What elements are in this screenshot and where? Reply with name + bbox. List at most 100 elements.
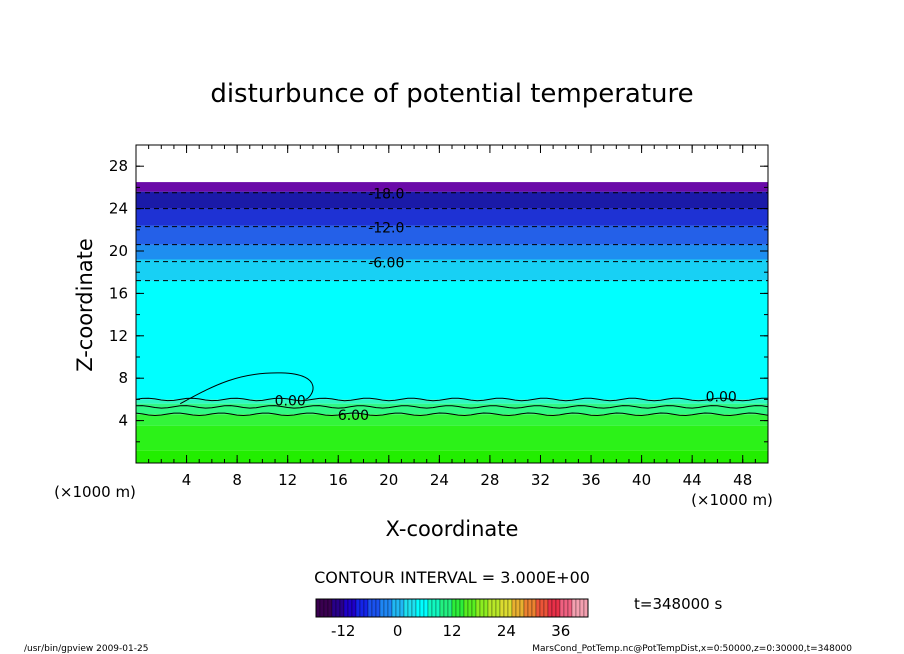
field-band-2 bbox=[136, 414, 768, 426]
x-tick-label-5: 24 bbox=[430, 471, 449, 489]
color-scale-cell bbox=[355, 598, 361, 618]
color-scale-cell bbox=[583, 598, 589, 618]
y-tick-label-4: 20 bbox=[109, 242, 128, 260]
contour-label-2: -12.0 bbox=[368, 221, 404, 237]
y-tick-label-5: 24 bbox=[109, 200, 128, 218]
color-scale-cell bbox=[455, 598, 461, 618]
color-scale-cell bbox=[483, 598, 489, 618]
color-scale-cell bbox=[427, 598, 433, 618]
color-scale-cell bbox=[423, 598, 429, 618]
color-scale-cell bbox=[359, 598, 365, 618]
color-scale-cell bbox=[383, 598, 389, 618]
field-band-9 bbox=[136, 208, 768, 226]
x-tick-label-4: 20 bbox=[379, 471, 398, 489]
field-band-0 bbox=[136, 450, 768, 463]
color-scale-cell bbox=[379, 598, 385, 618]
color-scale-cell bbox=[323, 598, 329, 618]
color-scale-cell bbox=[435, 598, 441, 618]
color-scale-cell bbox=[559, 598, 565, 618]
field-band-10 bbox=[136, 191, 768, 209]
color-scale-cell bbox=[475, 598, 481, 618]
color-scale-cell bbox=[519, 598, 525, 618]
color-scale bbox=[315, 598, 589, 618]
color-scale-frame bbox=[315, 598, 589, 618]
color-scale-cell bbox=[523, 598, 529, 618]
color-scale-cell bbox=[487, 598, 493, 618]
field-band-1 bbox=[136, 425, 768, 451]
color-scale-cell bbox=[407, 598, 413, 618]
color-scale-cell bbox=[327, 598, 333, 618]
color-scale-cell bbox=[515, 598, 521, 618]
color-scale-cell bbox=[491, 598, 497, 618]
color-scale-label-3: 24 bbox=[497, 622, 516, 640]
field-band-7 bbox=[136, 244, 768, 260]
contour-label-solid-2: 6.00 bbox=[338, 408, 369, 424]
x-axis: 4 8 12 16 20 24 28 32 36 40 44 48 bbox=[135, 145, 769, 489]
color-scale-cell bbox=[479, 598, 485, 618]
color-scale-cell bbox=[339, 598, 345, 618]
chart-title: disturbunce of potential temperature bbox=[210, 79, 693, 109]
color-scale-cell bbox=[415, 598, 421, 618]
color-scale-cell bbox=[547, 598, 553, 618]
y-axis-label: Z-coordinate bbox=[73, 238, 97, 372]
color-scale-cell bbox=[363, 598, 369, 618]
color-scale-cell bbox=[495, 598, 501, 618]
color-scale-cell bbox=[499, 598, 505, 618]
color-scale-cell bbox=[387, 598, 393, 618]
color-scale-cell bbox=[563, 598, 569, 618]
color-scale-cell bbox=[315, 598, 321, 618]
color-scale-cell bbox=[431, 598, 437, 618]
color-scale-cell bbox=[335, 598, 341, 618]
contour-bubble bbox=[180, 372, 314, 405]
x-axis-label: X-coordinate bbox=[386, 517, 519, 541]
color-scale-cell bbox=[503, 598, 509, 618]
color-scale-cell bbox=[319, 598, 325, 618]
color-scale-cell bbox=[507, 598, 513, 618]
color-scale-cell bbox=[467, 598, 473, 618]
color-scale-cell bbox=[411, 598, 417, 618]
color-scale-cell bbox=[579, 598, 585, 618]
contour-label-solid-0-b: 0.00 bbox=[706, 389, 737, 405]
field-band-11 bbox=[136, 182, 768, 192]
color-scale-cell bbox=[351, 598, 357, 618]
y-axis: 4 8 12 16 20 24 28 bbox=[109, 144, 768, 464]
y-tick-label-3: 16 bbox=[109, 284, 128, 302]
color-scale-ticks: -12 0 12 24 36 bbox=[331, 622, 570, 640]
color-scale-label-0: -12 bbox=[331, 622, 356, 640]
x-tick-label-9: 40 bbox=[632, 471, 651, 489]
color-scale-cell bbox=[371, 598, 377, 618]
color-scale-cell bbox=[459, 598, 465, 618]
color-scale-cell bbox=[571, 598, 577, 618]
color-scale-cell bbox=[471, 598, 477, 618]
contour-label-0: -18.0 bbox=[368, 187, 404, 203]
contour-label-4: -6.00 bbox=[368, 256, 404, 272]
contour-layer bbox=[136, 192, 768, 417]
field-band-3 bbox=[136, 403, 768, 415]
x-tick-label-0: 4 bbox=[182, 471, 192, 489]
x-tick-label-1: 8 bbox=[232, 471, 242, 489]
contour-labels: -18.0 -12.0 -6.00 0.00 0.00 6.00 bbox=[275, 187, 737, 425]
color-scale-cell bbox=[443, 598, 449, 618]
x-tick-label-11: 48 bbox=[733, 471, 752, 489]
y-tick-label-0: 4 bbox=[118, 412, 128, 430]
color-scale-cell bbox=[395, 598, 401, 618]
color-scale-cell bbox=[531, 598, 537, 618]
contour-interval: CONTOUR INTERVAL = 3.000E+00 bbox=[314, 568, 590, 587]
y-tick-label-6: 28 bbox=[109, 157, 128, 175]
contour-line-solid-0 bbox=[136, 397, 768, 402]
color-scale-label-2: 12 bbox=[442, 622, 461, 640]
color-scale-cell bbox=[447, 598, 453, 618]
color-scale-cell bbox=[535, 598, 541, 618]
field-band-4 bbox=[136, 399, 768, 404]
color-scale-cell bbox=[343, 598, 349, 618]
x-tick-label-3: 16 bbox=[329, 471, 348, 489]
color-scale-label-4: 36 bbox=[551, 622, 570, 640]
color-scale-cell bbox=[375, 598, 381, 618]
x-unit-left: (×1000 m) bbox=[54, 483, 136, 501]
field-band-8 bbox=[136, 225, 768, 245]
color-scale-cell bbox=[527, 598, 533, 618]
color-scale-cell bbox=[367, 598, 373, 618]
color-scale-cell bbox=[439, 598, 445, 618]
field-layer bbox=[136, 182, 768, 463]
